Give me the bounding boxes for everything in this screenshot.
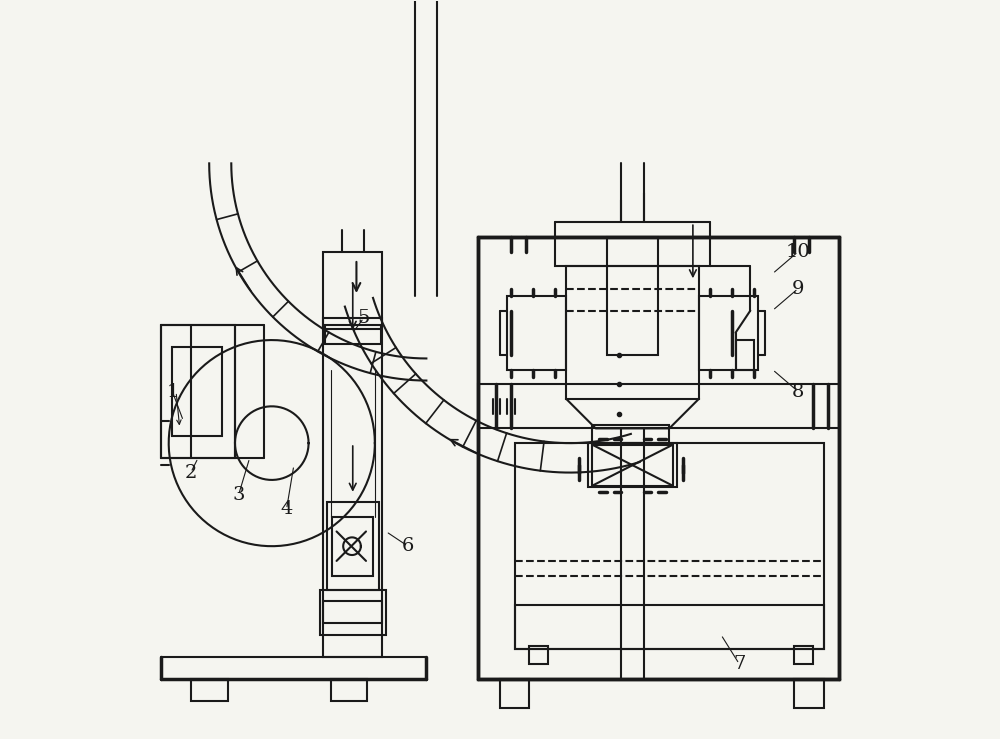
Bar (592, 425, 669, 443)
Bar (325, 325, 381, 344)
Text: 3: 3 (232, 486, 245, 504)
Bar (592, 445, 673, 486)
Bar (607, 237, 658, 355)
Bar (172, 347, 222, 436)
Bar (478, 237, 839, 678)
Bar (515, 443, 824, 650)
Bar (191, 678, 228, 701)
Bar (478, 384, 839, 429)
Bar (794, 678, 824, 708)
Bar (555, 237, 710, 267)
Bar (794, 646, 813, 664)
Bar (323, 602, 382, 624)
Bar (331, 678, 367, 701)
Bar (161, 325, 235, 458)
Bar (699, 296, 758, 370)
Bar (320, 590, 386, 635)
Text: 4: 4 (280, 500, 293, 518)
Bar (529, 646, 548, 664)
Bar (566, 267, 699, 399)
Text: 9: 9 (792, 279, 804, 298)
Text: 8: 8 (792, 383, 804, 401)
Bar (736, 340, 754, 370)
Bar (323, 318, 382, 329)
Text: 10: 10 (786, 242, 811, 261)
Bar (507, 296, 566, 370)
Text: 7: 7 (733, 655, 745, 673)
Text: 6: 6 (402, 537, 414, 555)
Bar (515, 605, 824, 650)
Bar (323, 252, 382, 657)
Bar (327, 502, 379, 590)
Text: 2: 2 (185, 463, 197, 482)
Bar (500, 678, 529, 708)
Text: 1: 1 (166, 383, 179, 401)
Bar (588, 443, 677, 487)
Bar (332, 517, 373, 576)
Text: 5: 5 (358, 309, 370, 327)
